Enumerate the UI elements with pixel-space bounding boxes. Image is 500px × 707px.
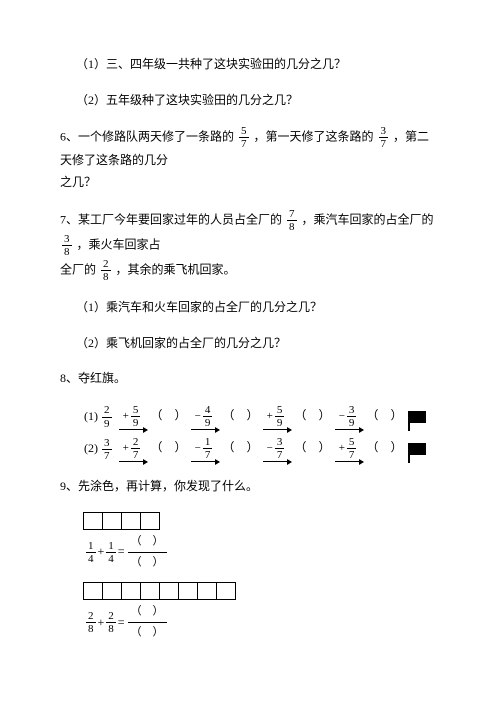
blank-paren: （ ） (223, 440, 259, 454)
q-pre-sub1: （1）三、四年级一共种了这块实验田的几分之几？ (76, 54, 440, 76)
q6: 6、一个修路队两天修了一条路的 57 ，第一天修了这条路的 37 ，第二天修了这… (60, 125, 440, 193)
grid-box (102, 512, 122, 530)
q9-eq2: 28 + 28 = （ ）（ ） (84, 602, 440, 643)
grid-box (140, 512, 160, 530)
chain-step: −37 (263, 436, 291, 462)
q8-row1: (1) 29 +59 （ ） −49 （ ） +59 （ ） −39 （ ） (84, 404, 440, 430)
blank-fraction: （ ）（ ） (128, 532, 167, 573)
q8-r2-start: 37 (102, 437, 112, 462)
q7-f2: 38 (62, 233, 72, 258)
q6-t1: 6、一个修路队两天修了一条路的 (60, 130, 234, 144)
grid-box (216, 582, 236, 600)
q9-boxes2 (84, 582, 440, 600)
blank-paren: （ ） (151, 408, 187, 422)
grid-box (178, 582, 198, 600)
q6-t2: ，第一天修了这条路的 (254, 130, 374, 144)
grid-box (83, 512, 103, 530)
grid-box (121, 582, 141, 600)
blank-paren: （ ） (223, 408, 259, 422)
blank-fraction: （ ）（ ） (128, 602, 167, 643)
q7-t2: ，乘汽车回家的占全厂的 (302, 212, 434, 226)
chain-step: +59 (263, 404, 291, 430)
q7: 7、某工厂今年要回家过年的人员占全厂的 78 ，乘汽车回家的占全厂的 38 ，乘… (60, 208, 440, 284)
q7-f3: 28 (101, 258, 111, 283)
chain-step: +27 (119, 436, 147, 462)
blank-paren: （ ） (367, 408, 403, 422)
flag-icon (410, 411, 426, 423)
q6-f1: 57 (239, 125, 249, 150)
blank-paren: （ ） (295, 408, 331, 422)
q8-row2: (2) 37 +27 （ ） −17 （ ） −37 （ ） +57 （ ） (84, 436, 440, 462)
q9-eq1: 14 + 14 = （ ）（ ） (84, 532, 440, 573)
flag-icon (410, 443, 426, 455)
q6-t4: 之几？ (60, 175, 96, 189)
grid-box (121, 512, 141, 530)
blank-paren: （ ） (295, 440, 331, 454)
q9-boxes1 (84, 512, 440, 530)
grid-box (83, 582, 103, 600)
q9-title: 9、先涂色，再计算，你发现了什么。 (60, 476, 440, 498)
chain-step: +59 (119, 404, 147, 430)
q7-t4: 全厂的 (60, 262, 96, 276)
chain-step: −49 (191, 404, 219, 430)
q7-sub2: （2）乘飞机回家的占全厂的几分之几？ (76, 333, 440, 355)
grid-box (102, 582, 122, 600)
q7-t5: ，其余的乘飞机回家。 (116, 262, 236, 276)
grid-box (140, 582, 160, 600)
q8-r1-start: 29 (102, 404, 112, 429)
q8-title: 8、夺红旗。 (60, 368, 440, 390)
q8-r1-label: (1) (84, 406, 98, 428)
blank-paren: （ ） (367, 440, 403, 454)
q8-r2-label: (2) (84, 438, 98, 460)
chain-step: −39 (335, 404, 363, 430)
grid-box (197, 582, 217, 600)
blank-paren: （ ） (151, 440, 187, 454)
q7-t1: 7、某工厂今年要回家过年的人员占全厂的 (60, 212, 282, 226)
q6-f2: 37 (379, 125, 389, 150)
chain-step: −17 (191, 436, 219, 462)
q-pre-sub2: （2）五年级种了这块实验田的几分之几？ (76, 90, 440, 112)
chain-step: +57 (335, 436, 363, 462)
q7-t3: ，乘火车回家占 (77, 237, 161, 251)
q7-sub1: （1）乘汽车和火车回家的占全厂的几分之几？ (76, 297, 440, 319)
grid-box (159, 582, 179, 600)
q7-f1: 78 (287, 208, 297, 233)
